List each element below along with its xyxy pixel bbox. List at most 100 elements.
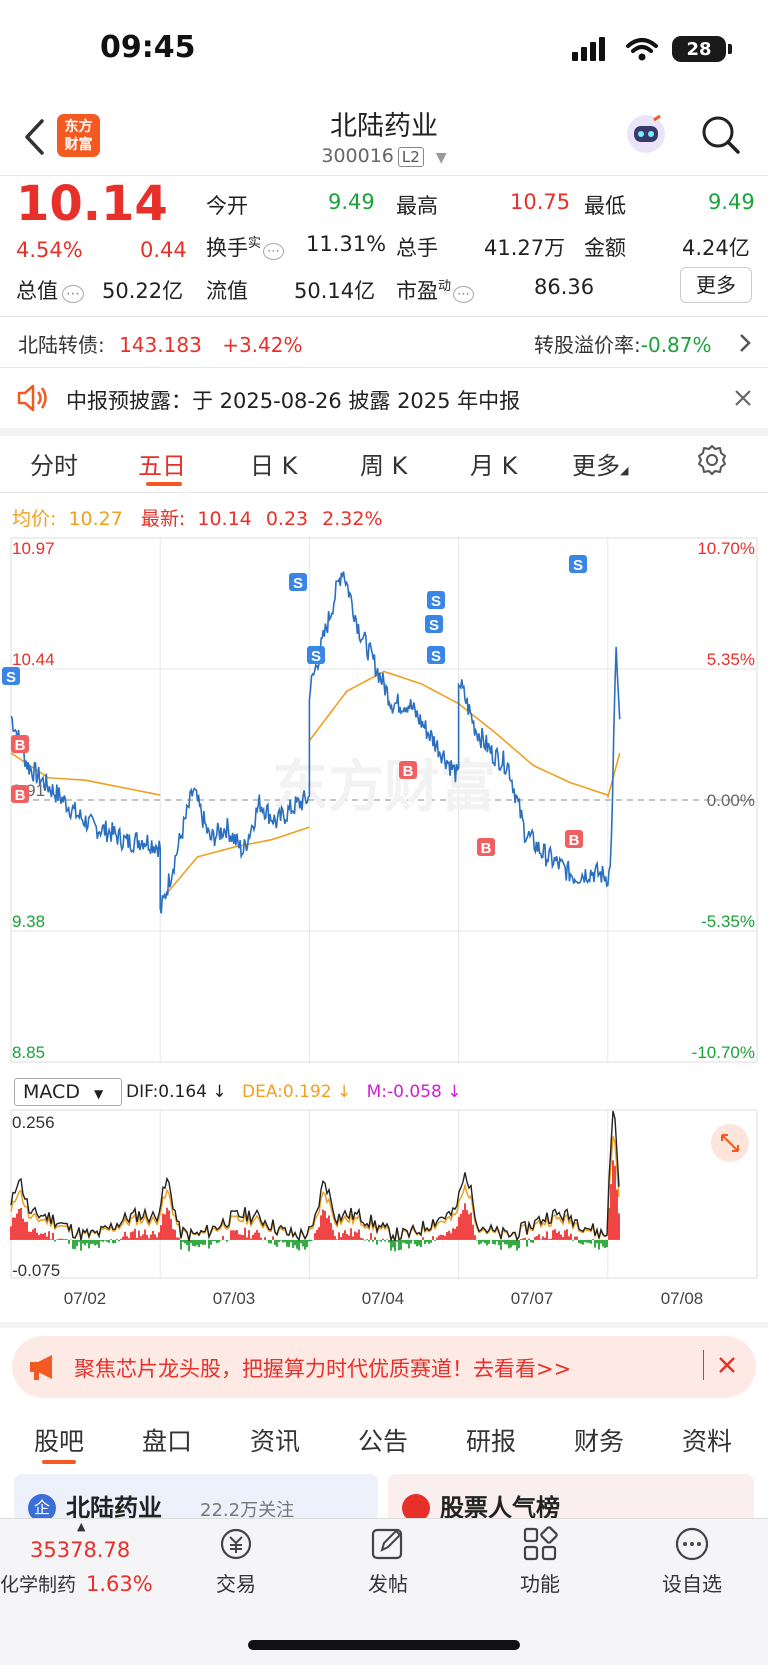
tab-finance[interactable]: 财务 xyxy=(574,1427,625,1456)
nav-trade[interactable]: 交易 xyxy=(216,1572,256,1596)
tab-announcements[interactable]: 公告 xyxy=(358,1427,409,1456)
low-value: 9.49 xyxy=(708,190,755,214)
x-day-tick: 07/04 xyxy=(362,1289,405,1308)
total-value-label: 总值 ⋯ xyxy=(16,275,84,305)
svg-text:S: S xyxy=(293,575,303,592)
index-name[interactable]: 化学制药 1.63% xyxy=(0,1572,153,1596)
chevron-right-icon[interactable] xyxy=(738,332,752,354)
macd-bottom-tick: -0.075 xyxy=(12,1261,60,1280)
watermark-text: 东方财富 xyxy=(272,755,496,818)
signal-icon xyxy=(572,37,605,61)
divider xyxy=(0,316,768,317)
svg-text:S: S xyxy=(431,648,441,665)
current-price: 10.14 xyxy=(16,176,168,232)
settings-gear-icon[interactable] xyxy=(696,444,728,476)
trade-icon[interactable] xyxy=(216,1526,256,1562)
status-time: 09:45 xyxy=(100,30,196,65)
pe-label: 市盈动⋯ xyxy=(396,275,475,305)
y-left-tick: 8.85 xyxy=(12,1043,45,1062)
tab-more[interactable]: 更多◢ xyxy=(572,452,629,480)
y-right-tick: 0.00% xyxy=(707,791,755,810)
battery-icon: 28 xyxy=(672,36,726,62)
card-logo-icon: 企 xyxy=(28,1494,56,1522)
sell-marker: S xyxy=(427,591,445,610)
bond-premium: 转股溢价率:-0.87% xyxy=(534,333,712,357)
volume-label: 总手 xyxy=(396,236,438,260)
change-value: 0.44 xyxy=(140,238,187,262)
open-label: 今开 xyxy=(206,194,248,218)
tab-intraday[interactable]: 分时 xyxy=(30,452,78,480)
tab-underline xyxy=(146,482,182,486)
y-right-tick: -5.35% xyxy=(701,912,755,931)
index-caret-icon: ▲ xyxy=(77,1520,86,1533)
total-value: 50.22亿 xyxy=(102,279,184,303)
more-button[interactable]: 更多 xyxy=(680,267,752,303)
avg-price-line xyxy=(458,702,609,796)
home-indicator xyxy=(248,1640,520,1650)
svg-text:S: S xyxy=(6,669,16,686)
svg-text:S: S xyxy=(311,648,321,665)
sell-marker: S xyxy=(2,667,20,686)
stock-title: 北陆药业 xyxy=(330,111,438,142)
tab-five-day[interactable]: 五日 xyxy=(138,452,186,480)
speaker-icon xyxy=(17,384,47,412)
bottom-tab-underline xyxy=(42,1460,76,1464)
tab-profile[interactable]: 资料 xyxy=(682,1427,733,1456)
divider xyxy=(0,367,768,368)
add-watchlist-icon[interactable] xyxy=(674,1526,710,1562)
float-value: 50.14亿 xyxy=(294,279,376,303)
svg-text:B: B xyxy=(569,832,580,849)
y-right-tick: -10.70% xyxy=(692,1043,755,1062)
divider xyxy=(0,492,768,493)
nav-functions[interactable]: 功能 xyxy=(520,1572,560,1596)
brand-logo: 东方 财富 xyxy=(57,114,100,157)
tab-news[interactable]: 资讯 xyxy=(250,1427,301,1456)
five-day-price-chart[interactable]: 东方财富10.9710.449.919.388.8510.70%5.35%0.0… xyxy=(0,536,768,1076)
y-left-tick: 10.44 xyxy=(12,650,55,669)
indicator-select[interactable]: MACD ▼ xyxy=(14,1078,122,1106)
y-left-tick: 10.97 xyxy=(12,539,55,558)
high-label: 最高 xyxy=(396,194,438,218)
notice-text[interactable]: 中报预披露：于 2025-08-26 披露 2025 年中报 xyxy=(66,389,521,413)
tab-weekly-k[interactable]: 周 K xyxy=(360,452,408,480)
tab-guba[interactable]: 股吧 xyxy=(34,1427,85,1456)
search-icon[interactable] xyxy=(700,114,742,156)
bond-row[interactable]: 北陆转债: 143.183 +3.42% xyxy=(18,333,303,357)
divider xyxy=(0,1322,768,1328)
status-icons: 28 xyxy=(572,36,732,62)
post-icon[interactable] xyxy=(370,1526,406,1562)
buy-marker: B xyxy=(11,785,29,804)
dif-line xyxy=(10,1110,620,1243)
buy-marker: B xyxy=(565,830,583,849)
buy-marker: B xyxy=(399,761,417,780)
x-day-tick: 07/07 xyxy=(511,1289,554,1308)
ad-text[interactable]: 聚焦芯片龙头股，把握算力时代优质赛道！去看看>> xyxy=(74,1357,572,1381)
tab-monthly-k[interactable]: 月 K xyxy=(470,452,518,480)
y-left-tick: 9.38 xyxy=(12,912,45,931)
functions-icon[interactable] xyxy=(522,1526,558,1562)
tab-research[interactable]: 研报 xyxy=(466,1427,517,1456)
ad-divider xyxy=(703,1350,704,1380)
nav-post[interactable]: 发帖 xyxy=(368,1572,408,1596)
ad-banner[interactable] xyxy=(12,1336,756,1398)
amount-value: 4.24亿 xyxy=(682,236,750,260)
svg-text:B: B xyxy=(15,737,26,754)
card-title: 北陆药业 xyxy=(66,1494,162,1522)
x-day-tick: 07/03 xyxy=(213,1289,256,1308)
divider xyxy=(0,175,768,176)
high-value: 10.75 xyxy=(510,190,571,214)
stock-code[interactable]: 300016 L2 ▼ xyxy=(321,145,447,167)
close-icon[interactable] xyxy=(734,389,752,407)
expand-icon[interactable] xyxy=(711,1124,749,1162)
ad-close-icon[interactable] xyxy=(718,1356,736,1374)
tab-pankou[interactable]: 盘口 xyxy=(142,1427,193,1456)
nav-add-watchlist[interactable]: 设自选 xyxy=(662,1572,722,1596)
back-icon[interactable] xyxy=(22,118,46,156)
y-right-tick: 10.70% xyxy=(697,539,755,558)
svg-text:S: S xyxy=(429,617,439,634)
robot-assistant-icon[interactable] xyxy=(624,112,668,156)
tab-daily-k[interactable]: 日 K xyxy=(250,452,298,480)
turnover-label: 换手实⋯ xyxy=(206,232,285,262)
index-value[interactable]: 35378.78 xyxy=(30,1538,131,1562)
